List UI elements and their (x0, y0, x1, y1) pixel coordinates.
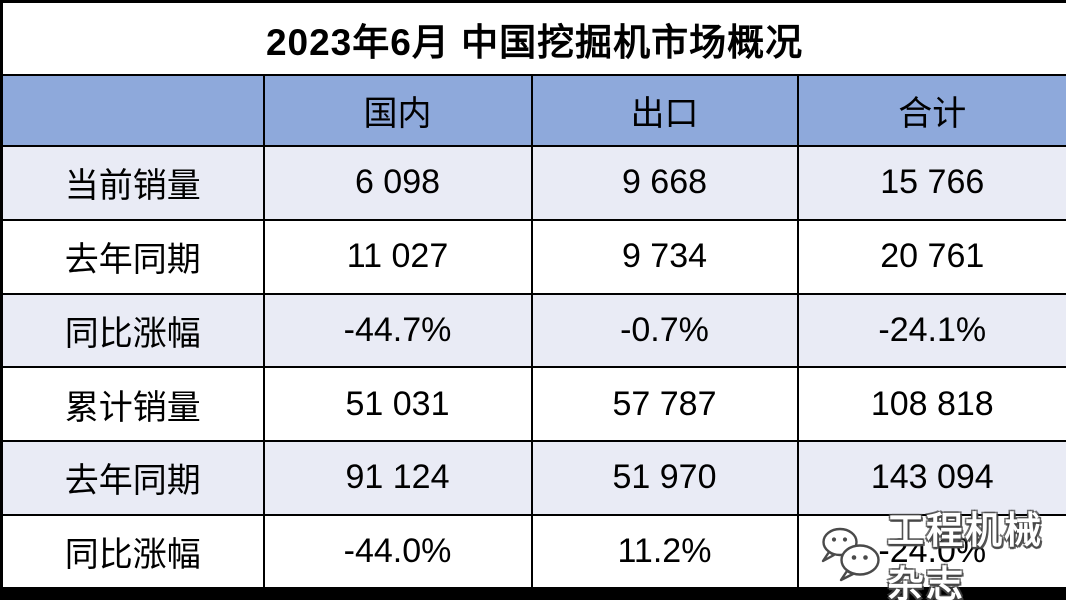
cell-value: 108 818 (796, 366, 1066, 442)
table-row: 当前销量 6 098 9 668 15 766 (0, 145, 1066, 221)
cell-value: -0.7% (530, 292, 799, 369)
cell-value: 11.2% (530, 513, 799, 590)
row-label: 去年同期 (0, 218, 265, 295)
title-row: 2023年6月 中国挖掘机市场概况 (0, 0, 1066, 76)
cell-value: -24.1% (796, 292, 1066, 369)
cell-value: 9 734 (530, 218, 799, 295)
column-header-domestic: 国内 (262, 74, 533, 147)
column-header-row: 国内 出口 合计 (0, 74, 1066, 147)
page-title: 2023年6月 中国挖掘机市场概况 (0, 0, 1066, 76)
table-row: 同比涨幅 -44.0% 11.2% -24.0% (0, 513, 1066, 590)
cell-value: -44.0% (262, 513, 533, 590)
row-label: 当前销量 (0, 145, 265, 221)
cell-value: 51 031 (262, 366, 533, 442)
cell-value: 9 668 (530, 145, 799, 221)
cell-value: -24.0% (796, 513, 1066, 590)
cell-value: 91 124 (262, 440, 533, 516)
row-label: 累计销量 (0, 366, 265, 442)
table-row: 去年同期 11 027 9 734 20 761 (0, 218, 1066, 295)
cell-value: 20 761 (796, 218, 1066, 295)
column-header-blank (0, 74, 265, 147)
row-label: 同比涨幅 (0, 513, 265, 590)
table-row: 去年同期 91 124 51 970 143 094 (0, 440, 1066, 516)
cell-value: -44.7% (262, 292, 533, 369)
table-row: 累计销量 51 031 57 787 108 818 (0, 366, 1066, 442)
cell-value: 143 094 (796, 440, 1066, 516)
cell-value: 11 027 (262, 218, 533, 295)
row-label: 去年同期 (0, 440, 265, 516)
cell-value: 57 787 (530, 366, 799, 442)
cell-value: 6 098 (262, 145, 533, 221)
column-header-total: 合计 (796, 74, 1066, 147)
cell-value: 51 970 (530, 440, 799, 516)
cell-value: 15 766 (796, 145, 1066, 221)
row-label: 同比涨幅 (0, 292, 265, 369)
table-row: 同比涨幅 -44.7% -0.7% -24.1% (0, 292, 1066, 369)
column-header-export: 出口 (530, 74, 799, 147)
